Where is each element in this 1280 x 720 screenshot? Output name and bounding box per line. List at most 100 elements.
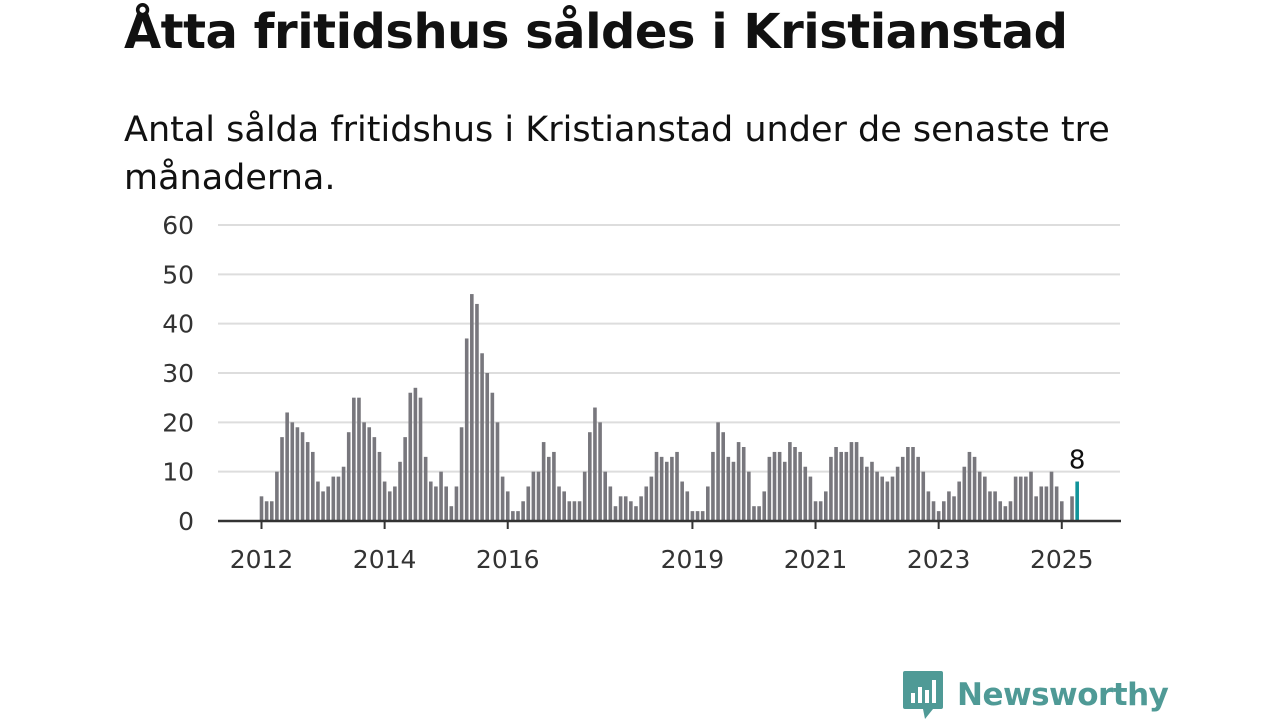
x-axis-ticks: 2012 2014 2016 2019 2021 2023 2025 xyxy=(230,521,1094,574)
y-tick-label: 30 xyxy=(162,359,194,388)
bar xyxy=(1044,486,1049,521)
bar xyxy=(675,451,679,521)
bar xyxy=(526,486,531,521)
bar xyxy=(470,294,474,521)
bar xyxy=(346,432,351,521)
bar xyxy=(505,491,510,521)
bar xyxy=(1070,496,1074,521)
bar xyxy=(803,466,808,521)
bar xyxy=(382,481,387,521)
bar xyxy=(895,466,900,521)
bar xyxy=(500,476,505,521)
bar xyxy=(511,511,515,521)
x-tick-label: 2023 xyxy=(907,545,971,574)
bar xyxy=(618,496,623,521)
bar xyxy=(295,427,300,521)
bar xyxy=(988,491,992,521)
bar xyxy=(428,481,433,521)
bar xyxy=(357,397,361,521)
bar xyxy=(870,461,874,521)
bar xyxy=(839,451,843,521)
x-tick-label: 2014 xyxy=(353,545,417,574)
bar xyxy=(829,456,833,521)
bar xyxy=(1013,476,1018,521)
bar xyxy=(926,491,931,521)
bar xyxy=(680,481,684,521)
bar xyxy=(998,501,1003,521)
bar xyxy=(264,501,269,521)
bar xyxy=(372,437,377,521)
bar xyxy=(557,486,561,521)
bar xyxy=(1008,501,1013,521)
bar xyxy=(670,456,674,521)
bar xyxy=(582,471,587,521)
y-tick-label: 20 xyxy=(162,408,194,437)
bar xyxy=(767,456,772,521)
bar xyxy=(721,432,725,521)
bar xyxy=(859,456,864,521)
bar xyxy=(639,496,643,521)
bar xyxy=(834,447,838,521)
bar xyxy=(813,501,818,521)
bar xyxy=(593,407,597,521)
bar xyxy=(947,491,951,521)
bar xyxy=(993,491,997,521)
bar xyxy=(1034,496,1038,521)
bar xyxy=(967,451,972,521)
highlight-bar xyxy=(1075,481,1079,521)
bar xyxy=(654,451,659,521)
bar xyxy=(1059,501,1064,521)
bar xyxy=(629,501,633,521)
bar xyxy=(603,471,608,521)
bar xyxy=(285,412,289,521)
bar xyxy=(972,456,977,521)
bar xyxy=(280,437,284,521)
bar xyxy=(634,506,638,521)
x-tick-label: 2019 xyxy=(661,545,725,574)
bar xyxy=(685,491,690,521)
bar xyxy=(700,511,705,521)
bar xyxy=(1054,486,1059,521)
bar xyxy=(911,447,915,521)
bar xyxy=(331,476,336,521)
bar xyxy=(352,397,356,521)
bar xyxy=(290,422,295,521)
bar xyxy=(408,392,413,521)
bars xyxy=(259,294,1079,521)
x-tick-label: 2021 xyxy=(784,545,848,574)
bar xyxy=(387,491,392,521)
bar xyxy=(449,506,454,521)
bar xyxy=(521,501,525,521)
bar xyxy=(623,496,628,521)
bar xyxy=(983,476,987,521)
bar xyxy=(957,481,961,521)
chart-subtitle: Antal sålda fritidshus i Kristianstad un… xyxy=(124,110,1110,198)
bar xyxy=(269,501,274,521)
bar xyxy=(531,471,536,521)
bar xyxy=(362,422,366,521)
bar xyxy=(541,442,546,521)
data-label: 8 xyxy=(1069,446,1086,476)
bar xyxy=(464,338,469,521)
bar xyxy=(1024,476,1028,521)
bar xyxy=(931,501,936,521)
bar xyxy=(752,506,756,521)
bar xyxy=(649,476,654,521)
bar xyxy=(423,456,428,521)
bar xyxy=(300,432,305,521)
bar xyxy=(731,461,736,521)
bar xyxy=(567,501,572,521)
bar xyxy=(572,501,577,521)
bar xyxy=(936,511,941,521)
bar xyxy=(772,451,777,521)
bar xyxy=(865,466,869,521)
bar xyxy=(921,471,926,521)
y-tick-label: 60 xyxy=(162,211,194,240)
bar xyxy=(741,447,746,521)
bar xyxy=(844,451,849,521)
chart-title: Åtta fritidshus såldes i Kristianstad xyxy=(124,4,1068,60)
y-tick-label: 50 xyxy=(162,260,194,289)
bar xyxy=(880,476,885,521)
bar xyxy=(377,451,382,521)
